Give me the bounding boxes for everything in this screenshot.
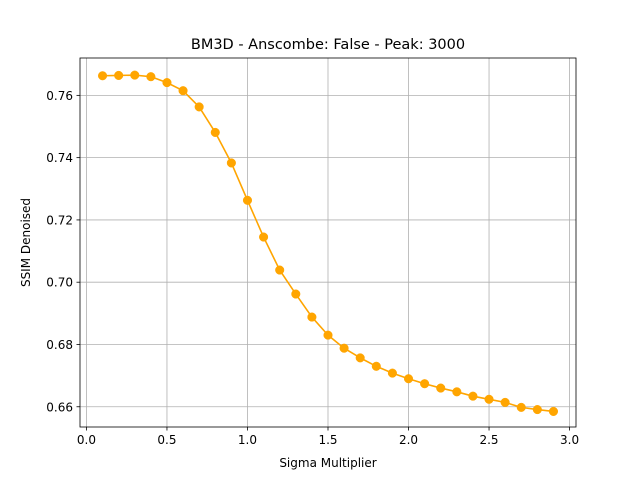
y-tick-label: 0.66 [46,400,73,414]
series-layer [97,70,559,416]
data-point [210,127,220,137]
data-point [387,368,397,378]
y-axis: 0.66 0.68 0.70 0.72 0.74 0.76 [46,89,80,414]
data-point [468,391,478,401]
x-tick-label: 2.5 [479,433,498,447]
data-point [436,383,446,393]
data-point [242,195,253,205]
data-point [355,353,365,363]
y-tick-label: 0.76 [46,89,73,103]
data-point [500,397,510,407]
y-tick-label: 0.70 [46,276,73,290]
data-point [194,102,204,112]
data-point [178,86,188,96]
x-axis: 0.0 0.5 1.0 1.5 2.0 2.5 3.0 [77,427,579,447]
data-point [146,72,156,82]
data-point [532,405,542,415]
y-tick-label: 0.74 [46,151,73,165]
data-point [452,387,462,397]
data-point [114,70,124,80]
data-point [291,289,301,299]
data-point [420,379,430,389]
y-axis-label: SSIM Denoised [19,198,33,287]
x-tick-label: 1.0 [238,433,257,447]
data-point [323,330,333,340]
y-tick-label: 0.72 [46,213,73,227]
data-point [259,232,269,242]
data-point [339,343,349,353]
x-tick-label: 3.0 [560,433,579,447]
x-tick-label: 0.5 [157,433,176,447]
data-point [162,78,172,88]
x-tick-label: 0.0 [77,433,96,447]
data-point [371,361,381,371]
data-point [484,394,494,404]
data-point [130,70,140,80]
x-tick-label: 1.5 [318,433,337,447]
data-point [403,374,414,384]
data-point [516,402,526,412]
data-point [97,71,108,81]
x-tick-label: 2.0 [399,433,418,447]
data-point [226,158,236,168]
grid [80,58,576,427]
data-point [548,406,559,416]
data-point [275,265,285,275]
data-point [307,312,317,322]
y-tick-label: 0.68 [46,338,73,352]
chart-title: BM3D - Anscombe: False - Peak: 3000 [191,37,465,53]
x-axis-label: Sigma Multiplier [279,456,376,470]
